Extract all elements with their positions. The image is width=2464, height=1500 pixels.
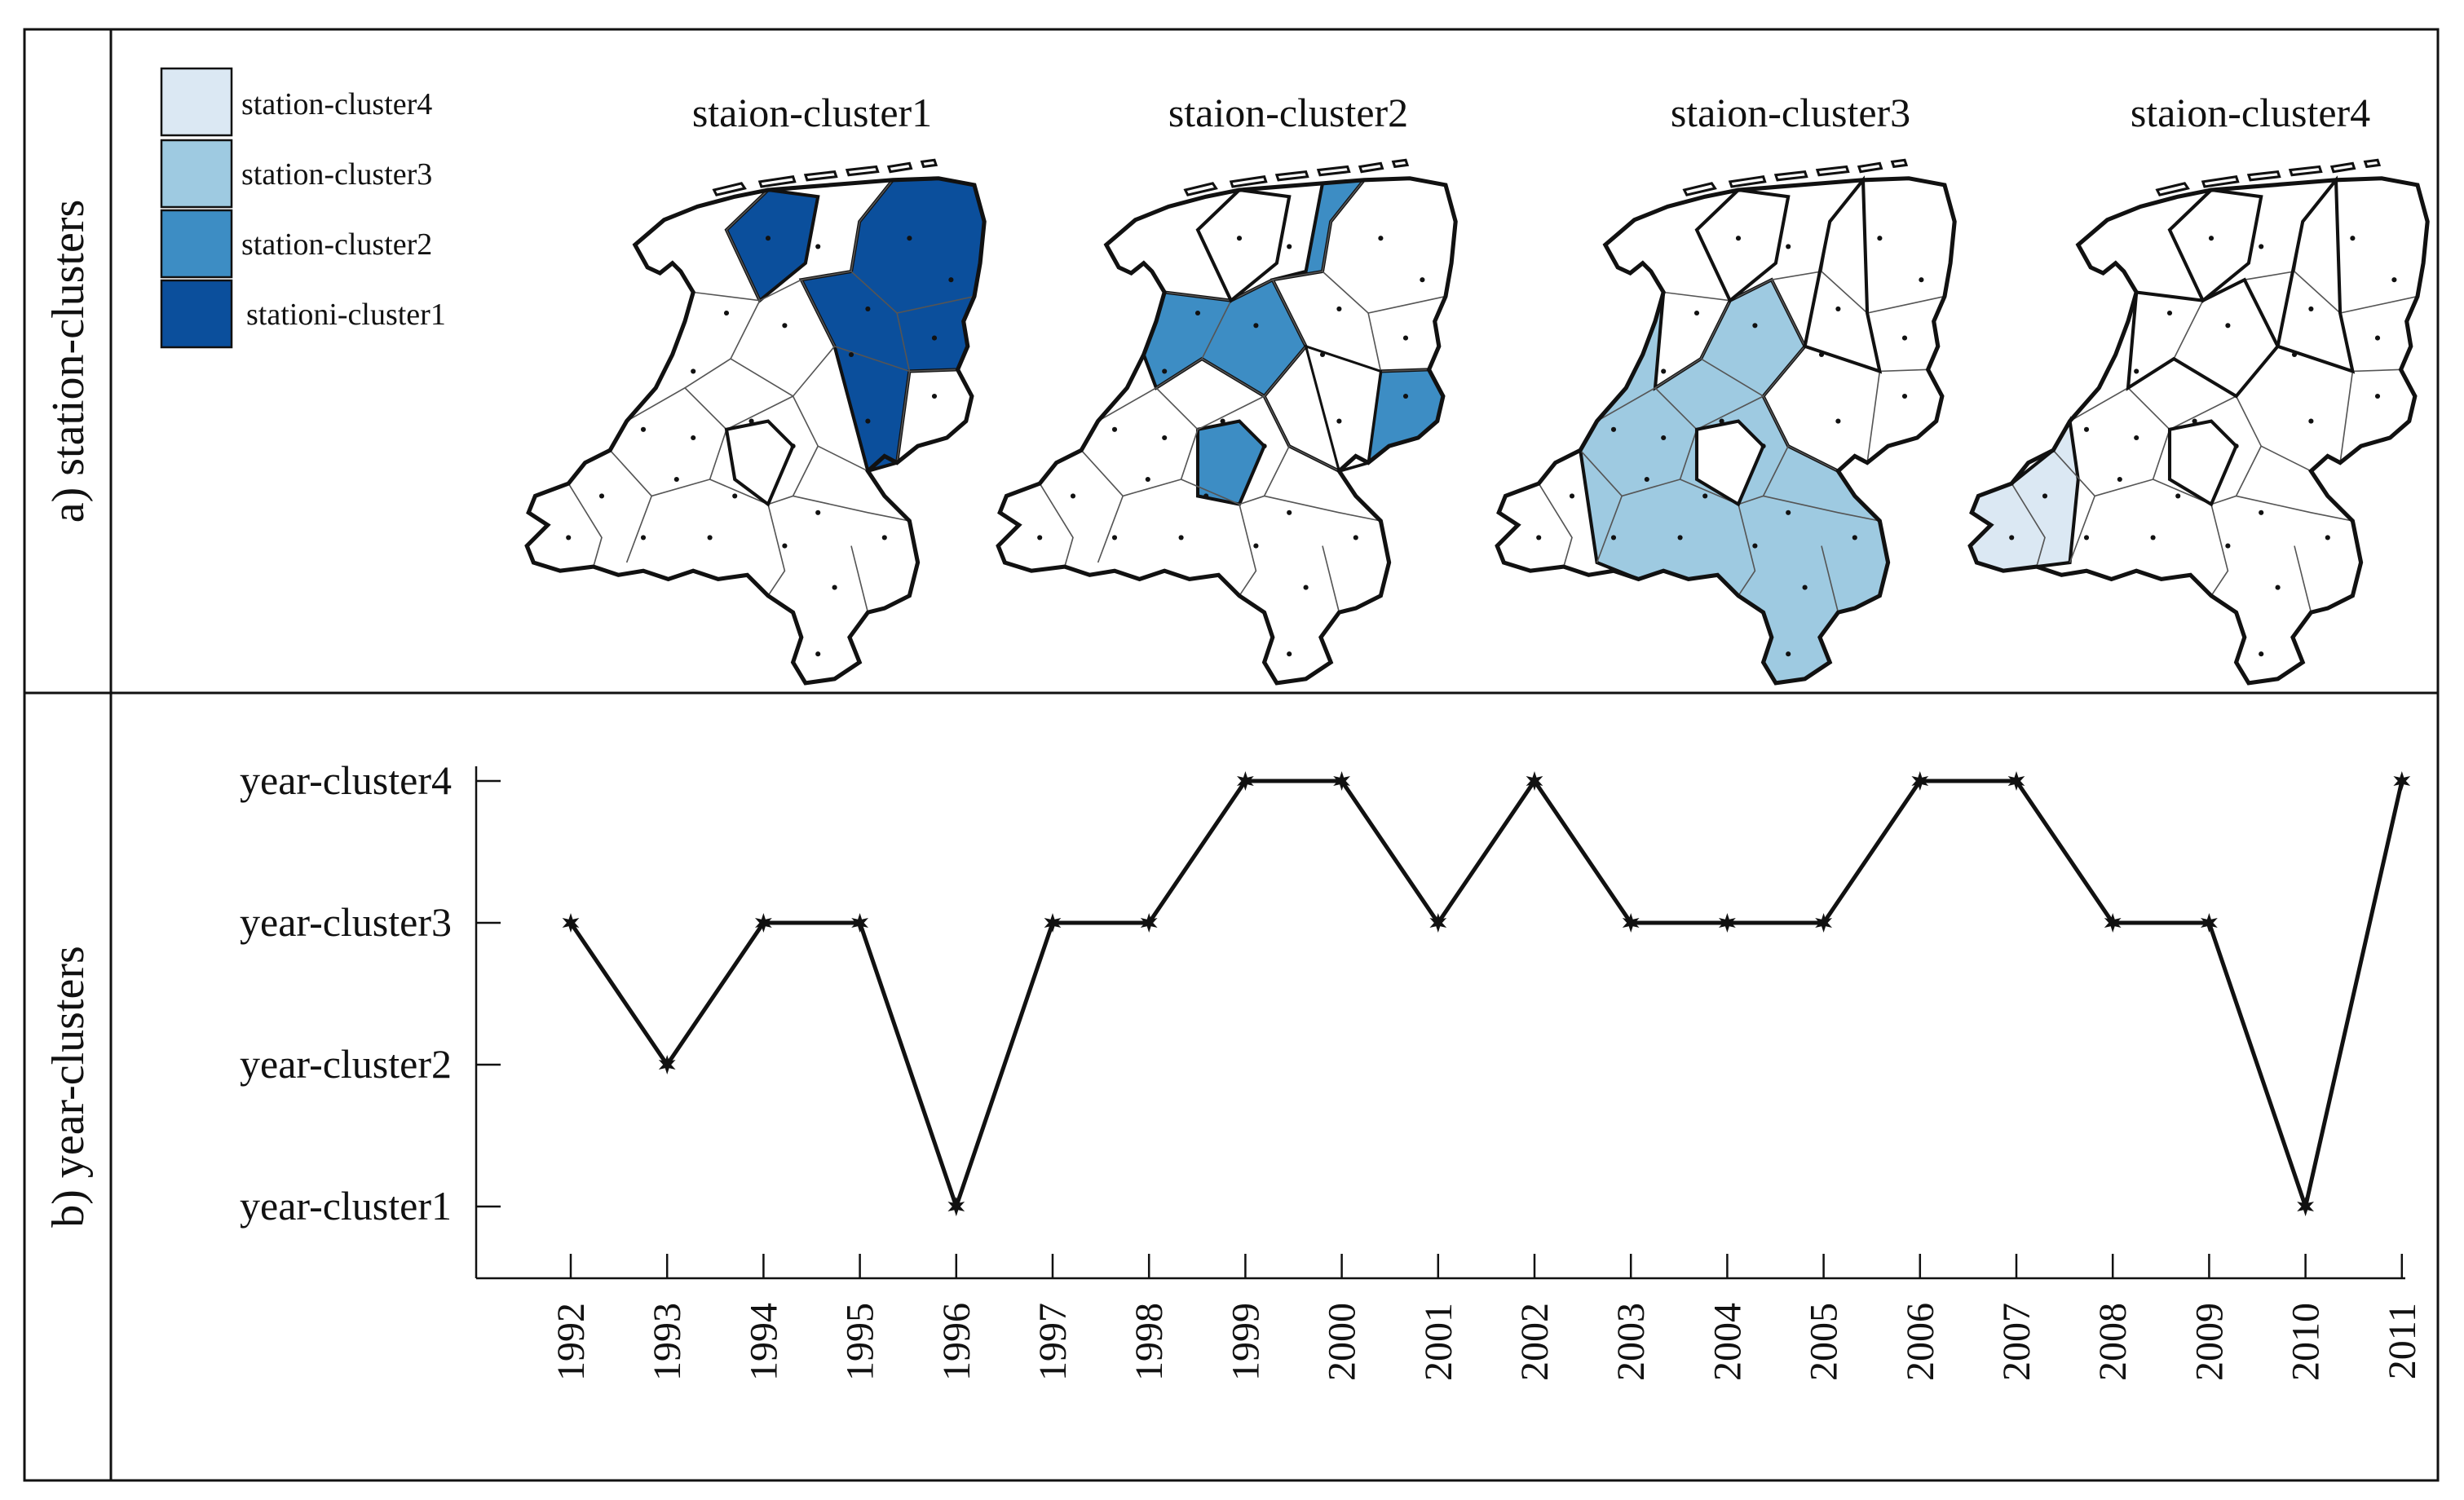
x-tick-label: 1993 bbox=[646, 1303, 689, 1381]
x-tick-label: 1992 bbox=[550, 1303, 593, 1381]
data-point-star bbox=[1526, 771, 1543, 791]
data-point-star bbox=[2393, 771, 2411, 791]
panel-b-label: b) year-clusters bbox=[43, 946, 94, 1228]
data-point-star bbox=[2104, 913, 2122, 933]
x-tick-label: 2005 bbox=[1803, 1303, 1846, 1381]
map-title: staion-cluster4 bbox=[2131, 90, 2370, 135]
figure-frame bbox=[23, 28, 2440, 1482]
x-tick-label: 2010 bbox=[2285, 1303, 2328, 1381]
legend-item: stationi-cluster1 bbox=[160, 279, 446, 349]
legend-swatch bbox=[160, 67, 233, 137]
y-tick-label: year-cluster1 bbox=[240, 1183, 452, 1229]
x-tick-label: 2003 bbox=[1610, 1303, 1653, 1381]
data-point-star bbox=[947, 1197, 965, 1216]
x-tick-label: 1994 bbox=[742, 1303, 785, 1381]
x-tick-label: 2007 bbox=[1995, 1303, 2038, 1381]
x-tick-label: 2006 bbox=[1899, 1303, 1942, 1381]
cluster-region bbox=[1195, 419, 1267, 506]
legend-item: station-cluster4 bbox=[160, 67, 432, 137]
cluster-region bbox=[1967, 416, 2080, 573]
legend-label: station-cluster2 bbox=[241, 227, 432, 262]
panel-a-label: a) station-clusters bbox=[43, 200, 94, 523]
legend-item: station-cluster2 bbox=[160, 209, 432, 279]
map-station-cluster3: staion-cluster3 bbox=[1497, 90, 1954, 683]
y-tick-label: year-cluster2 bbox=[240, 1041, 452, 1087]
map-station-cluster1: staion-cluster1 bbox=[527, 90, 984, 683]
x-tick-label: 1995 bbox=[839, 1303, 882, 1381]
data-point-star bbox=[2007, 771, 2025, 791]
legend-label: stationi-cluster1 bbox=[246, 298, 446, 332]
x-tick-label: 1998 bbox=[1128, 1303, 1171, 1381]
x-tick-label: 1996 bbox=[935, 1303, 978, 1381]
x-tick-label: 2001 bbox=[1417, 1303, 1460, 1381]
x-tick-label: 1999 bbox=[1224, 1303, 1267, 1381]
legend-swatch bbox=[160, 279, 233, 349]
x-tick-label: 2000 bbox=[1321, 1303, 1364, 1381]
data-point-star bbox=[1719, 913, 1736, 933]
data-point-star bbox=[851, 913, 868, 933]
legend-label: station-cluster4 bbox=[241, 87, 432, 121]
x-tick-label: 1997 bbox=[1031, 1303, 1075, 1381]
y-tick-label: year-cluster3 bbox=[240, 899, 452, 945]
data-point-star bbox=[755, 913, 772, 933]
data-point-star bbox=[1911, 771, 1929, 791]
map-station-cluster4: staion-cluster4 bbox=[1970, 90, 2427, 683]
legend: station-cluster4 station-cluster3 statio… bbox=[160, 67, 446, 349]
x-tick-label: 2002 bbox=[1513, 1303, 1557, 1381]
x-tick-label: 2004 bbox=[1706, 1303, 1749, 1381]
series-line bbox=[568, 777, 2404, 1215]
data-point-star bbox=[1429, 913, 1447, 933]
data-point-star bbox=[1140, 913, 1158, 933]
map-title: staion-cluster3 bbox=[1671, 90, 1910, 135]
y-tick-label: year-cluster4 bbox=[240, 757, 452, 803]
legend-item: station-cluster3 bbox=[160, 139, 432, 209]
line-chart: year-cluster1 year-cluster2 year-cluster3 y… bbox=[240, 757, 2424, 1381]
x-tick-label: 2011 bbox=[2381, 1303, 2424, 1379]
data-point-star bbox=[1237, 771, 1254, 791]
map-station-cluster2: staion-cluster2 bbox=[998, 90, 1455, 683]
legend-swatch bbox=[160, 139, 233, 209]
data-point-star bbox=[1815, 913, 1832, 933]
legend-swatch bbox=[160, 209, 233, 279]
data-point-star bbox=[2297, 1197, 2314, 1216]
data-point-star bbox=[2201, 913, 2218, 933]
map-title: staion-cluster1 bbox=[692, 90, 932, 135]
data-point-star bbox=[1044, 913, 1062, 933]
data-point-star bbox=[1333, 771, 1350, 791]
x-tick-label: 2009 bbox=[2188, 1303, 2231, 1381]
legend-label: station-cluster3 bbox=[241, 157, 432, 192]
data-point-star bbox=[658, 1055, 676, 1074]
data-point-star bbox=[562, 913, 580, 933]
map-title: staion-cluster2 bbox=[1168, 90, 1408, 135]
x-tick-label: 2008 bbox=[2091, 1303, 2135, 1381]
data-point-star bbox=[1622, 913, 1640, 933]
